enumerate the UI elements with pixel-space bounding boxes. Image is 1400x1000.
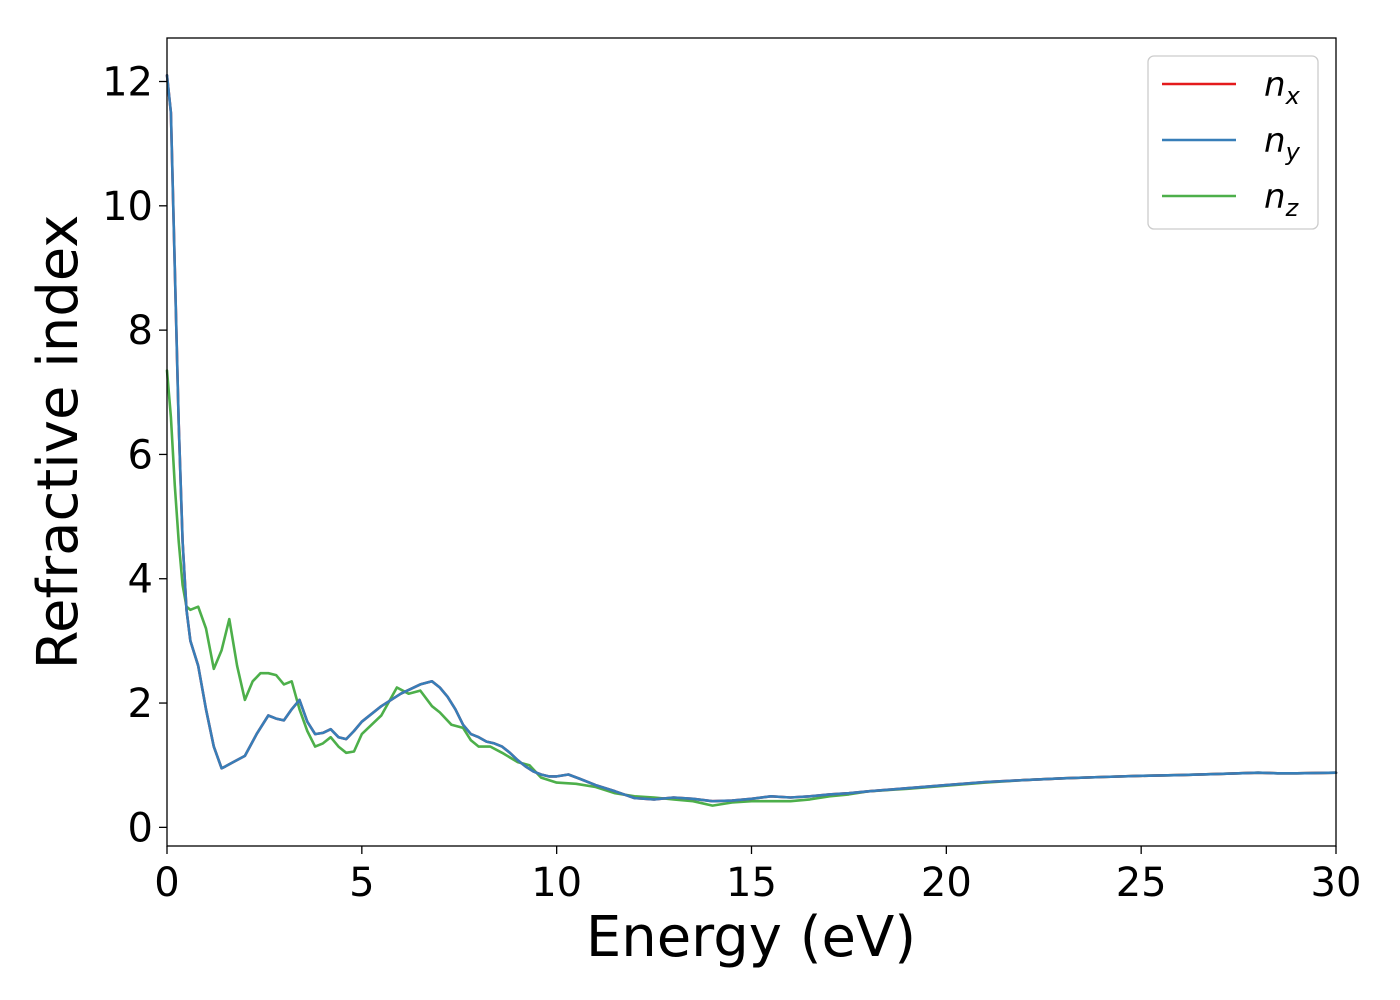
y-tick-label: 2 [128,681,153,727]
y-tick-label: 0 [128,805,153,851]
series-layer [165,74,1338,807]
x-axis: 0 5 10 15 20 25 30 [154,846,1361,906]
y-axis-title: Refractive index [26,215,91,670]
legend-label-nz: nz [1264,177,1300,222]
y-tick-label: 10 [102,184,153,230]
y-axis: 0 2 4 6 8 10 12 [102,60,167,851]
legend: nx ny nz [1147,55,1319,230]
x-tick-label: 0 [154,860,179,906]
legend-label-nx: nx [1264,65,1301,110]
x-tick-label: 20 [921,860,972,906]
legend-label-ny: ny [1264,121,1301,166]
y-tick-label: 8 [128,308,153,354]
x-tick-label: 30 [1311,860,1362,906]
series-line-ny [165,74,1338,803]
x-tick-label: 10 [531,860,582,906]
x-tick-label: 25 [1116,860,1167,906]
y-tick-label: 6 [128,432,153,478]
x-tick-label: 15 [726,860,777,906]
x-tick-label: 5 [349,860,374,906]
x-axis-title: Energy (eV) [586,905,916,970]
legend-box [1147,55,1319,230]
y-tick-label: 12 [102,60,153,106]
y-tick-label: 4 [128,557,153,603]
